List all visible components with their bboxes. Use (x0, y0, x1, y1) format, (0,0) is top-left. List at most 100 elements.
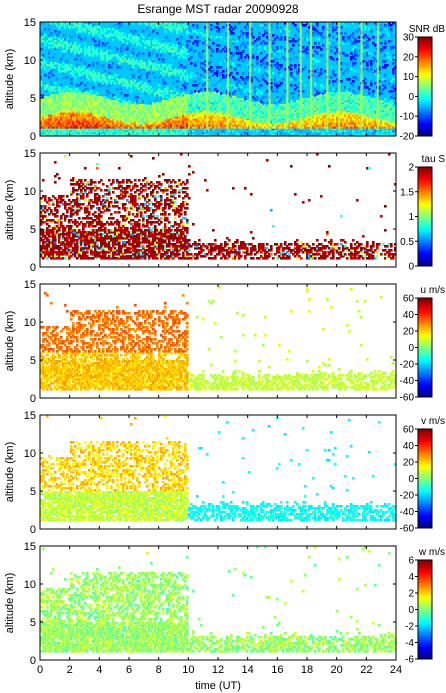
heatmap-cell (326, 130, 329, 133)
heatmap-cell (148, 40, 151, 43)
heatmap-cell (54, 86, 57, 89)
heatmap-cell (358, 40, 361, 43)
heatmap-cell (172, 36, 175, 39)
heatmap-cell (208, 88, 211, 91)
heatmap-cell (116, 48, 119, 51)
heatmap-cell (232, 32, 235, 35)
heatmap-cell (280, 24, 283, 27)
heatmap-cell (350, 68, 353, 71)
heatmap-cell (246, 32, 249, 35)
heatmap-cell (332, 42, 335, 45)
heatmap-cell (130, 90, 133, 93)
heatmap-cell (284, 68, 287, 71)
x-axis-label: time (UT) (195, 680, 241, 692)
heatmap-cell (196, 24, 199, 27)
heatmap-cell (176, 38, 179, 41)
heatmap-cell (358, 54, 361, 57)
heatmap-cell (84, 36, 87, 39)
heatmap-cell (370, 80, 373, 83)
heatmap-cell (222, 26, 225, 29)
heatmap-cell (152, 58, 155, 61)
heatmap-cell (156, 32, 159, 35)
heatmap-cell (276, 90, 279, 93)
heatmap-cell (352, 80, 355, 83)
heatmap-cell (354, 58, 357, 61)
heatmap-cell (232, 130, 235, 133)
heatmap-cell (192, 130, 195, 133)
heatmap-cell (368, 92, 371, 95)
heatmap-cell (130, 130, 133, 133)
heatmap-cell (280, 64, 283, 67)
heatmap-cell (308, 132, 311, 135)
heatmap-cell (282, 78, 285, 81)
heatmap-cell (156, 54, 159, 57)
heatmap-cell (164, 82, 167, 85)
heatmap-cell (242, 50, 245, 53)
heatmap-cell (242, 60, 245, 63)
heatmap-cell (138, 52, 141, 55)
heatmap-cell (54, 82, 57, 85)
heatmap-cell (276, 26, 279, 29)
heatmap-cell (110, 50, 113, 53)
heatmap-cell (72, 30, 75, 33)
heatmap-cell (102, 64, 105, 67)
heatmap-cell (198, 40, 201, 43)
heatmap-cell (330, 76, 333, 79)
heatmap-cell (254, 24, 257, 27)
heatmap-cell (148, 80, 151, 83)
heatmap-cell (66, 60, 69, 63)
heatmap-cell (132, 74, 135, 77)
heatmap-cell (306, 38, 309, 41)
heatmap-cell (110, 66, 113, 69)
heatmap-cell (356, 78, 359, 81)
heatmap-cell (280, 36, 283, 39)
heatmap-cell (198, 82, 201, 85)
heatmap-cell (278, 50, 281, 53)
heatmap-cell (354, 26, 357, 29)
heatmap-cell (194, 50, 197, 53)
heatmap-cell (222, 84, 225, 87)
heatmap-cell (108, 72, 111, 75)
heatmap-cell (258, 46, 261, 49)
heatmap-cell (124, 34, 127, 37)
heatmap-cell (54, 70, 57, 73)
heatmap-cell (332, 36, 335, 39)
heatmap-cell (348, 78, 351, 81)
heatmap-cell (218, 44, 221, 47)
heatmap-cell (232, 62, 235, 65)
heatmap-cell (284, 90, 287, 93)
heatmap-cell (210, 24, 213, 27)
heatmap-cell (316, 68, 319, 71)
heatmap-cell (256, 56, 259, 59)
heatmap-cell (236, 46, 239, 49)
heatmap-cell (340, 26, 343, 29)
heatmap-cell (86, 88, 89, 91)
heatmap-cell (258, 36, 261, 39)
heatmap-cell (200, 54, 203, 57)
heatmap-cell (320, 48, 323, 51)
heatmap-cell (152, 52, 155, 55)
heatmap-cell (272, 34, 275, 37)
heatmap-cell (54, 30, 57, 33)
heatmap-cell (348, 88, 351, 91)
heatmap-cell (316, 52, 319, 55)
heatmap-cell (176, 92, 179, 95)
heatmap-cell (320, 32, 323, 35)
heatmap-cell (142, 30, 145, 33)
heatmap-cell (306, 46, 309, 49)
heatmap-cell (166, 86, 169, 89)
heatmap-cell (312, 130, 315, 133)
heatmap-cell (100, 48, 103, 51)
heatmap-cell (132, 52, 135, 55)
heatmap-cell (280, 130, 283, 133)
heatmap-cell (354, 62, 357, 65)
heatmap-cell (192, 24, 195, 27)
heatmap-cell (118, 66, 121, 69)
heatmap-cell (74, 42, 77, 45)
heatmap-cell (320, 54, 323, 57)
heatmap-cell (304, 78, 307, 81)
heatmap-cell (372, 90, 375, 93)
heatmap-cell (180, 88, 183, 91)
heatmap-cell (62, 54, 65, 57)
